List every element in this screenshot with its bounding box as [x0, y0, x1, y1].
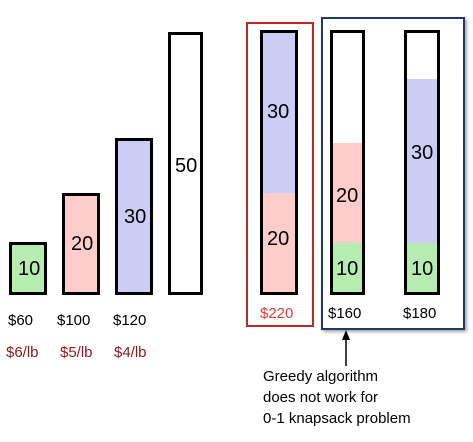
solution-220-total: $220 — [260, 305, 294, 322]
knapsack-capacity-box: 50 — [168, 32, 203, 295]
item-weight-20: 20 — [71, 233, 94, 255]
solution-220-label-30: 30 — [267, 101, 290, 123]
item-rate-10: $6/lb — [6, 344, 39, 361]
item-box-10: 10 — [9, 242, 47, 295]
knapsack-capacity-label: 50 — [175, 155, 198, 177]
item-fill-30 — [118, 141, 150, 292]
solution-220-fill-20 — [263, 193, 295, 292]
item-rate-20: $5/lb — [60, 344, 93, 361]
solution-160-label-20: 20 — [336, 185, 359, 207]
item-weight-30: 30 — [124, 206, 147, 228]
greedy-solutions-frame — [321, 17, 465, 330]
solution-160-fill-20 — [333, 143, 362, 243]
item-box-30: 30 — [115, 138, 153, 295]
solution-160-label-10: 10 — [336, 258, 359, 280]
greedy-note: Greedy algorithm does not work for 0-1 k… — [263, 366, 411, 429]
solution-180-label-10: 10 — [411, 258, 434, 280]
item-fill-20 — [65, 196, 97, 292]
item-price-10: $60 — [8, 312, 34, 329]
solution-220-box: 30 20 — [260, 30, 298, 295]
solution-180-fill-30 — [407, 79, 437, 243]
item-fill-10 — [12, 245, 44, 292]
solution-160-total: $160 — [328, 305, 362, 322]
greedy-note-line2: does not work for — [263, 389, 379, 406]
item-price-30: $120 — [113, 312, 147, 329]
item-rate-30: $4/lb — [114, 344, 147, 361]
solution-220-label-20: 20 — [267, 228, 290, 250]
greedy-note-line1: Greedy algorithm — [263, 368, 379, 385]
item-weight-10: 10 — [18, 258, 41, 280]
solution-180-label-30: 30 — [411, 142, 434, 164]
solution-160-fill-10 — [333, 243, 362, 292]
optimal-solution-frame — [246, 22, 314, 327]
solution-220-fill-30 — [263, 33, 295, 193]
item-price-20: $100 — [57, 312, 91, 329]
solution-180-total: $180 — [403, 305, 437, 322]
greedy-note-line3: 0-1 knapsack problem — [263, 410, 411, 427]
solution-160-box: 20 10 — [330, 30, 365, 295]
item-box-20: 20 — [62, 193, 100, 295]
solution-180-box: 30 10 — [404, 30, 440, 295]
pointer-arrow — [342, 330, 350, 366]
solution-180-fill-10 — [407, 243, 437, 292]
